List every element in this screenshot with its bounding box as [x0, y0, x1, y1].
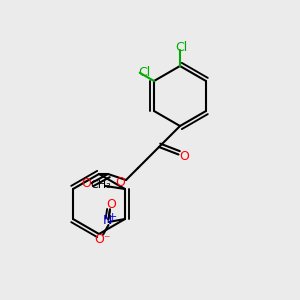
Text: O: O	[106, 198, 116, 212]
Text: +: +	[107, 212, 117, 223]
Text: O: O	[116, 176, 125, 189]
Text: O: O	[179, 149, 189, 163]
Text: CH₃: CH₃	[91, 179, 111, 190]
Text: O: O	[81, 177, 91, 190]
Text: Cl: Cl	[138, 66, 151, 79]
Text: N: N	[103, 214, 112, 227]
Text: O⁻: O⁻	[94, 232, 111, 246]
Text: Cl: Cl	[176, 40, 188, 54]
